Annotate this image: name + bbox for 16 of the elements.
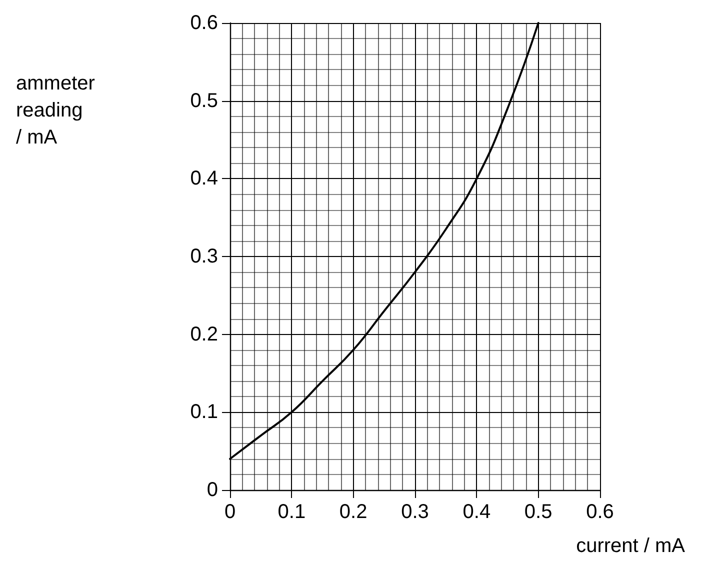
x-tick-label: 0 xyxy=(224,501,236,523)
x-tick-label: 0.2 xyxy=(339,501,368,523)
y-tick-label: 0.4 xyxy=(190,168,218,190)
y-tick-label: 0.2 xyxy=(190,323,218,346)
x-tick-label: 0.1 xyxy=(278,501,306,523)
y-tick-label: 0.6 xyxy=(190,12,218,34)
y-tick-label: 0 xyxy=(206,479,218,501)
x-tick-label: 0.6 xyxy=(586,501,614,523)
y-tick-label: 0.5 xyxy=(190,90,218,112)
x-tick-label: 0.3 xyxy=(401,501,429,523)
y-tick-label: 0.3 xyxy=(190,246,218,268)
x-tick-label: 0.4 xyxy=(462,501,491,523)
y-tick-label: 0.1 xyxy=(190,401,218,424)
x-tick-label: 0.5 xyxy=(524,501,552,523)
y-axis-title: ammeter reading / mA xyxy=(16,72,96,148)
x-axis-title: current / mA xyxy=(576,535,686,557)
